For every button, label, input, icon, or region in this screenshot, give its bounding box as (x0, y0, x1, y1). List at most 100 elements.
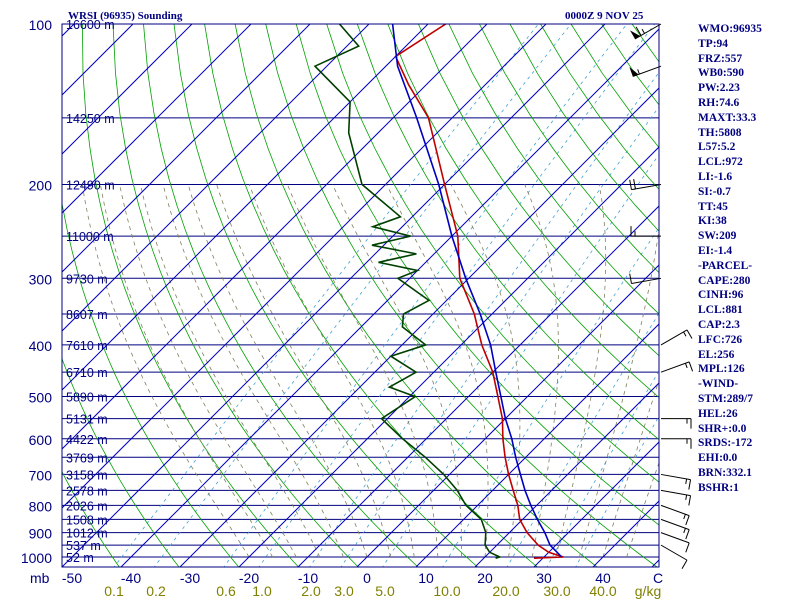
moist-adiabat-lines (81, 184, 659, 558)
index-item: LCL:881 (698, 304, 743, 317)
mixing-ratio-line (258, 24, 655, 567)
wind-barb (629, 65, 662, 77)
index-item: CINH:96 (698, 289, 744, 302)
pressure-tick-label: 800 (29, 498, 53, 514)
isotherm-lines (0, 24, 659, 568)
dry-adiabat-lines (62, 24, 659, 567)
temperature-tick-label: -10 (298, 570, 318, 586)
mixing-ratio-tick-label: 0.1 (104, 583, 124, 599)
sounding-time: 0000Z 9 NOV 25 (565, 10, 644, 22)
mixing-ratio-line (340, 106, 659, 567)
height-label: 6710 m (66, 366, 108, 380)
moist-adiabat-line (524, 184, 559, 558)
wind-barb-staff (631, 183, 662, 191)
moist-adiabat-line (386, 184, 489, 558)
isotherm-line (62, 24, 429, 391)
moist-adiabat-line (162, 184, 344, 558)
dry-adiabat-line (448, 24, 659, 315)
moist-adiabat-line (119, 184, 297, 558)
wind-barb (660, 473, 692, 490)
isotherm-line (62, 24, 311, 273)
dewpoint-line (313, 24, 503, 559)
index-item: WB0:590 (698, 67, 744, 80)
temperature-tick-label: 0 (363, 570, 371, 586)
wind-barb-staff (660, 504, 690, 517)
height-label: 52 m (66, 551, 94, 565)
moist-adiabat-line (140, 184, 321, 558)
moist-adiabat-line (100, 184, 273, 558)
mixing-ratio-line (442, 227, 659, 567)
isotherm-line (62, 24, 252, 214)
index-item: CAPE:280 (698, 274, 751, 287)
pressure-tick-label: 600 (29, 432, 53, 448)
index-item: EL:256 (698, 348, 735, 361)
wind-barb-half (683, 331, 687, 337)
height-label: 7610 m (66, 339, 108, 353)
isotherm-line (0, 24, 15, 568)
moist-adiabat-line (626, 461, 659, 558)
wind-barb (630, 23, 662, 40)
isotherm-line (120, 28, 659, 567)
height-label: 12490 m (66, 178, 115, 192)
height-label: 537 m (66, 539, 101, 553)
temperature-tick-label: -30 (180, 570, 200, 586)
temperature-tick-label: -40 (121, 570, 141, 586)
mixing-ratio-tick-label: 0.6 (216, 583, 236, 599)
mixing-ratio-line (382, 153, 659, 567)
mixing-ratio-tick-label: 10.0 (433, 583, 460, 599)
pressure-tick-label: 500 (29, 390, 53, 406)
mixing-ratio-line (223, 24, 628, 567)
wind-barb-flag (688, 495, 692, 506)
isobar-lines (62, 23, 659, 558)
wind-barb-half (637, 69, 640, 75)
dry-adiabat-line (356, 24, 659, 441)
height-label: 9730 m (66, 272, 108, 286)
height-label: 11000 m (66, 230, 114, 244)
isotherm-line (62, 24, 75, 37)
index-item: CAP:2.3 (698, 318, 740, 331)
mixing-ratio-line (575, 415, 659, 567)
wind-barb (629, 179, 662, 191)
dry-adiabat-line (82, 24, 300, 567)
index-item: EHI:0.0 (698, 452, 738, 465)
temperature-tick-label: 10 (418, 570, 434, 586)
temperature-tick-label: 20 (477, 570, 493, 586)
wind-barb-staff (660, 361, 690, 373)
moist-adiabat-line (187, 184, 368, 558)
mixing-ratio-tick-label: 40.0 (589, 583, 616, 599)
dry-adiabat-line (62, 357, 180, 567)
isotherm-line (179, 87, 659, 567)
height-label: 4422 m (66, 433, 108, 447)
mixing-ratio-lines (113, 24, 659, 567)
dry-adiabat-line (204, 24, 539, 567)
pressure-tick-label: 900 (29, 526, 53, 542)
index-item: EI:-1.4 (698, 244, 733, 257)
mixing-ratio-tick-label: 0.2 (146, 583, 166, 599)
index-item: BRN:332.1 (698, 466, 752, 479)
index-item: SI:-0.7 (698, 185, 731, 198)
wind-barb-pennant (630, 30, 641, 39)
height-label: 5890 m (66, 391, 108, 405)
height-label: 3158 m (66, 468, 108, 482)
mixing-ratio-tick-label: 2.0 (301, 583, 321, 599)
mixing-ratio-line (506, 312, 659, 567)
wind-barb-pennant (629, 67, 639, 77)
pressure-tick-label: 100 (29, 17, 53, 33)
wind-barb-half (685, 494, 688, 500)
moist-adiabat-line (248, 184, 415, 558)
mixing-ratio-tick-label: 1.0 (252, 583, 272, 599)
index-item: KI:38 (698, 215, 727, 228)
wind-barb (660, 532, 690, 553)
height-label: 1012 m (66, 527, 108, 541)
wind-barb-flag (629, 179, 632, 190)
dry-adiabat-line (173, 24, 479, 567)
isotherm-line (474, 382, 659, 567)
wind-barb (660, 504, 690, 526)
index-item: LI:-1.6 (698, 170, 733, 183)
plot-frame (61, 23, 660, 568)
moist-adiabat-line (579, 226, 659, 558)
isotherm-line (62, 24, 606, 567)
dry-adiabat-line (479, 24, 659, 274)
dry-adiabat-line (387, 24, 659, 399)
isotherm-line (62, 24, 193, 155)
